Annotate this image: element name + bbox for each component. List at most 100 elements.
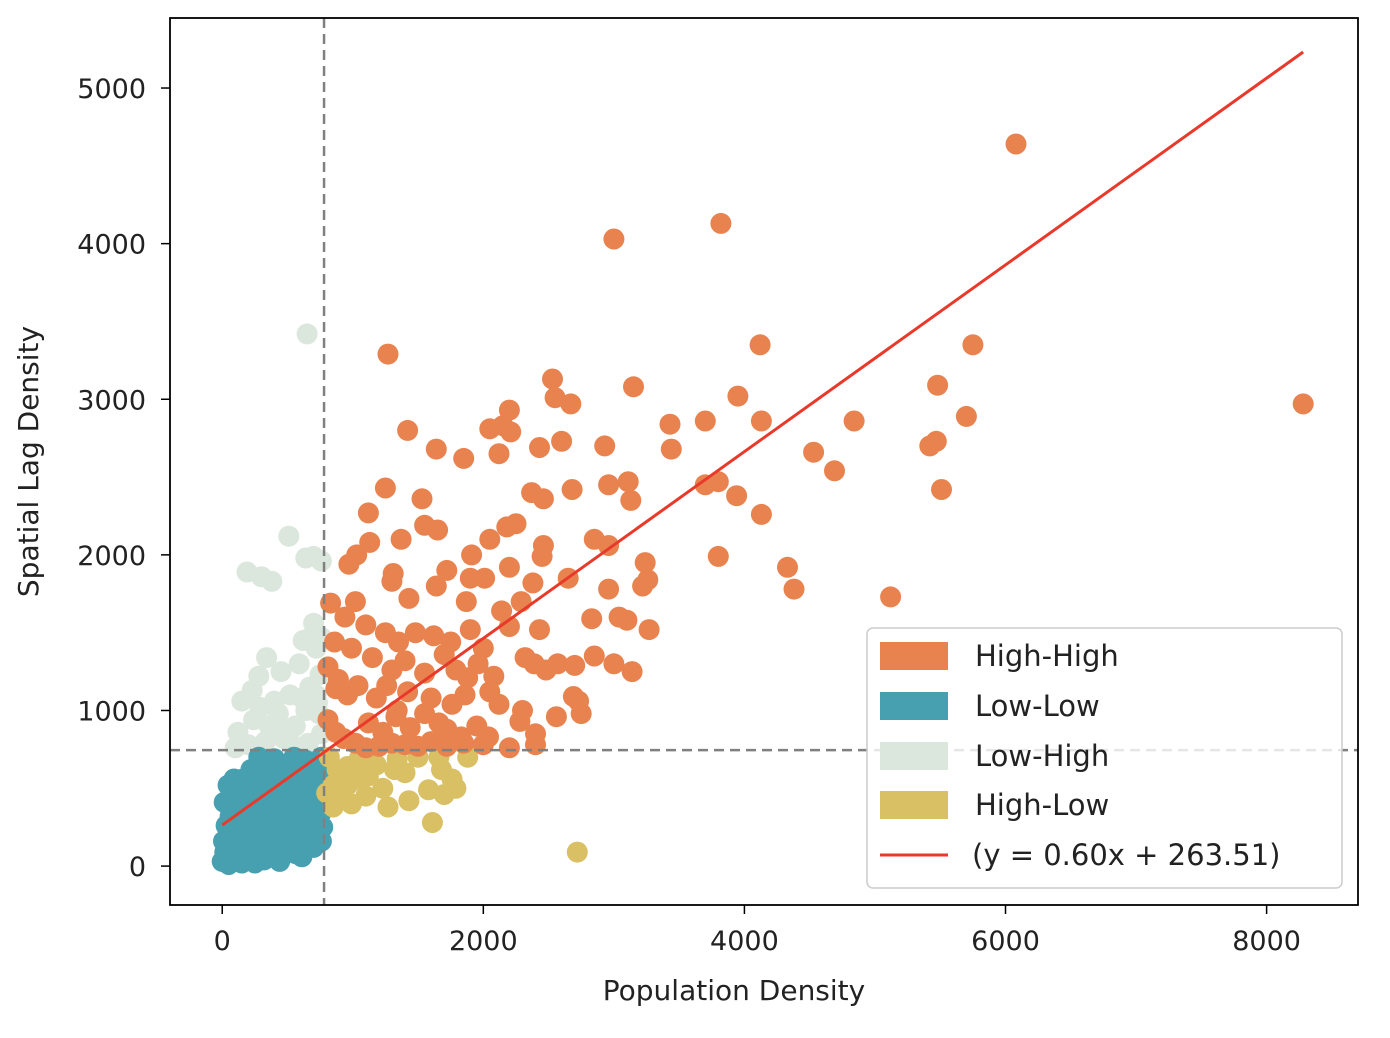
x-tick-label: 8000 [1232,926,1301,957]
scatter-point [955,405,977,427]
scatter-point [453,732,475,754]
scatter-point [880,586,902,608]
scatter-point [288,653,310,675]
scatter-point [231,852,253,874]
scatter-point [509,710,531,732]
scatter-point [638,619,660,641]
scatter-point [707,545,729,567]
scatter-point [570,703,592,725]
scatter-point [237,770,259,791]
scatter-point [374,477,396,499]
scatter-point [529,619,550,641]
scatter-point [365,754,387,776]
scatter-point [542,368,563,390]
scatter-point [355,785,377,807]
scatter-point [616,609,638,631]
scatter-point [411,488,433,510]
scatter-point [224,737,246,759]
scatter-point [267,703,289,725]
scatter-point [1292,393,1314,415]
y-axis-label: Spatial Lag Density [12,326,45,597]
scatter-point [241,679,263,701]
scatter-point [461,544,483,566]
scatter-point [398,587,420,609]
scatter-point [303,612,325,634]
scatter-point [326,759,348,781]
scatter-point [583,645,605,667]
scatter-point [213,791,235,813]
y-tick-label: 4000 [77,230,146,261]
scatter-point [357,502,379,524]
x-tick-label: 6000 [971,926,1040,957]
scatter-point [824,460,845,482]
legend-swatch-high-high [880,642,948,670]
scatter-point [532,488,554,510]
scatter-point [522,572,544,594]
scatter-point [694,410,716,432]
scatter-point [803,441,825,463]
scatter-point [617,471,639,493]
scatter-point [749,334,771,356]
scatter-point [623,376,644,398]
legend-label-high-high: High-High [975,639,1119,673]
series-high-low [316,746,588,863]
scatter-point [496,516,518,538]
scatter-point [479,528,501,550]
scatter-point [305,684,327,706]
series-high-high [317,133,1314,759]
scatter-point [472,734,494,756]
scatter-point [317,656,339,678]
scatter-point [421,812,443,833]
scatter-point [270,661,292,683]
scatter-point [359,531,381,553]
scatter-point [303,768,325,790]
scatter-point [726,485,748,507]
scatter-point [338,553,360,575]
y-tick-label: 2000 [77,541,146,572]
scatter-point [454,684,476,706]
scatter-point [660,438,682,460]
scatter-point [598,578,620,600]
scatter-point [217,774,239,796]
scatter-point [397,419,419,441]
scatter-point [248,838,270,860]
legend-label-low-high: Low-High [975,739,1109,773]
plot-frame [169,17,1359,906]
scatter-point [398,790,420,812]
scatter-point [561,479,583,500]
scatter-point [603,228,625,250]
y-tick-label: 5000 [77,74,146,105]
legend-swatch-low-low [880,692,948,720]
scatter-point [249,696,271,718]
scatter-point [659,413,681,435]
legend: High-High Low-Low Low-High High-Low (y = 0.6… [866,627,1343,889]
scatter-point [250,566,272,588]
scatter-point [433,644,455,665]
scatter-point [277,720,298,742]
scatter-point [547,653,569,675]
scatter-point [320,592,342,614]
scatter-point [376,675,398,697]
scatter-point [427,519,449,541]
scatter-point [581,608,603,630]
scatter-point [551,430,573,452]
scatter-point [455,591,477,613]
scatter-point [467,653,489,675]
scatter-point [498,556,520,578]
scatter-point [282,838,304,860]
scatter-point [919,435,941,457]
y-tick-label: 1000 [77,696,146,727]
scatter-point [560,393,582,415]
scatter-point [491,600,513,622]
scatter-point [377,796,399,818]
scatter-point [525,734,546,756]
scatter-point [510,591,532,613]
scatter-point [399,717,421,739]
scatter-point [325,678,347,700]
scatter-point [500,421,522,443]
scatter-point [299,821,321,843]
scatter-point [322,796,344,818]
y-tick-label: 0 [129,852,146,883]
scatter-point [372,777,394,799]
